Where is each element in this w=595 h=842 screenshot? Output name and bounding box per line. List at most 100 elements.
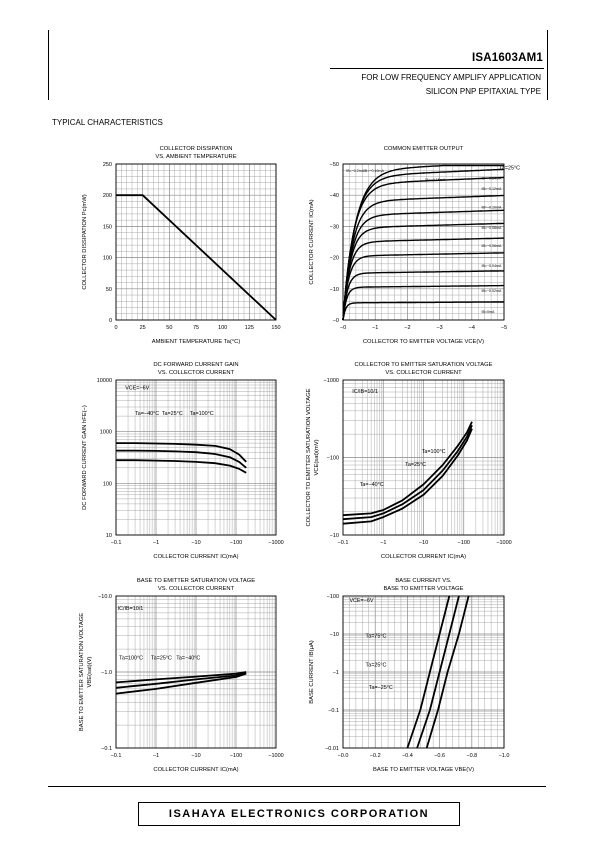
annotation-label: IB=−0.04mA <box>481 264 502 268</box>
x-tick-label: 100 <box>218 325 227 331</box>
annotation-label: Ta=25°C <box>499 166 520 172</box>
chart-c6: −0.0 −0.2 −0.4 −0.6 −0.8 −1.0 −0.01 −0.1 −1 −10 −1… <box>309 578 509 773</box>
x-tick-label: −1000 <box>268 753 283 759</box>
annotation-label: VCE=−6V <box>125 386 149 392</box>
x-tick-label: −0.2 <box>370 753 381 759</box>
annotation-label: Ta=75°C <box>366 634 387 640</box>
series-line <box>342 301 504 321</box>
y-tick-label: −1000 <box>324 378 339 384</box>
y-tick-label: −1 <box>333 670 339 676</box>
header-rule <box>330 68 544 69</box>
y-axis-label: VCE(sat)(mV) <box>314 439 320 475</box>
x-tick-label: −1 <box>372 325 378 331</box>
series-line <box>342 164 504 321</box>
y-axis-label: COLLECTOR DISSIPATION Pc(mW) <box>82 194 88 289</box>
y-axis-label: DC FORWARD CURRENT GAIN hFE(−) <box>82 405 88 510</box>
y-tick-label: 10 <box>106 533 112 539</box>
x-tick-label: −10 <box>419 540 428 546</box>
chart-title: VS. COLLECTOR CURRENT <box>158 586 235 592</box>
plot-frame <box>115 379 277 536</box>
company-logo: ISAHAYA ELECTRONICS CORPORATION <box>138 802 460 826</box>
series-line <box>342 424 473 521</box>
annotation-label: IB=−0.10mA <box>481 205 502 209</box>
grid-c5 <box>115 596 276 749</box>
series-line <box>406 595 451 749</box>
y-axis-label: COLLECTOR CURRENT IC(mA) <box>309 199 315 284</box>
series-line <box>342 428 473 525</box>
annotation-label: IB=−0.14mA <box>481 176 502 180</box>
grid-c2 <box>342 163 505 321</box>
chart-title: VS. COLLECTOR CURRENT <box>385 370 462 376</box>
x-tick-label: −0.6 <box>434 753 445 759</box>
annotation-label: Ta=−40°C <box>176 656 200 662</box>
y-tick-label: −10 <box>330 533 339 539</box>
y-tick-label: 0 <box>109 318 112 324</box>
chart-c4: −0.1 −1 −10 −100 −1000 −10 −100 −1000 COLLECTOR … <box>306 362 512 560</box>
x-axis-label: BASE TO EMITTER VOLTAGE VBE(V) <box>373 767 474 773</box>
x-tick-label: −1 <box>153 540 159 546</box>
series-line <box>116 459 247 474</box>
grid-c3 <box>115 380 276 536</box>
x-tick-label: −100 <box>230 753 242 759</box>
plot-frame <box>342 379 505 536</box>
y-tick-label: −0 <box>333 318 339 324</box>
annotation-label: Ta=100°C <box>422 449 446 455</box>
chart-title: COLLECTOR TO EMITTER SATURATION VOLTAGE <box>354 362 492 368</box>
series-line <box>115 671 247 684</box>
plot-frame <box>115 163 277 321</box>
y-tick-label: −0.01 <box>325 746 339 752</box>
series-line <box>116 449 247 469</box>
y-axis-label: COLLECTOR TO EMITTER SATURATION VOLTAGE <box>306 388 312 526</box>
chart-title: VS. AMBIENT TEMPERATURE <box>155 154 236 160</box>
series-line <box>115 672 247 689</box>
y-tick-label: 250 <box>103 162 112 168</box>
chart-c2: −0 −1 −2 −3 −4 −5 −0 −10 −20 −30 −40 −50 COMMON EMIT… <box>309 146 520 345</box>
x-tick-label: −100 <box>230 540 242 546</box>
y-axis-label: BASE TO EMITTER SATURATION VOLTAGE <box>79 613 85 731</box>
y-tick-label: −40 <box>330 193 339 199</box>
y-tick-label: 100 <box>103 481 112 487</box>
x-tick-label: −3 <box>436 325 442 331</box>
x-tick-label: −0 <box>340 325 346 331</box>
plot-frame <box>115 595 277 749</box>
chart-title: COMMON EMITTER OUTPUT <box>384 146 464 152</box>
x-tick-label: −0.8 <box>466 753 477 759</box>
y-tick-label: −50 <box>330 162 339 168</box>
series-line <box>342 194 505 321</box>
series-line <box>425 595 470 749</box>
y-tick-label: −100 <box>327 456 339 462</box>
x-tick-label: −10 <box>191 753 200 759</box>
x-tick-label: −10 <box>191 540 200 546</box>
annotation-label: Ta=25°C <box>405 462 426 468</box>
header-frame <box>48 30 548 100</box>
type-line: SILICON PNP EPITAXIAL TYPE <box>425 87 541 96</box>
y-tick-label: −30 <box>330 224 339 230</box>
annotation-label: IC/IB=10/1 <box>352 389 378 395</box>
x-tick-label: −1 <box>153 753 159 759</box>
grid-c4 <box>342 380 504 536</box>
x-tick-label: −1.0 <box>499 753 510 759</box>
series-line <box>342 284 504 321</box>
y-axis-label: BASE CURRENT IB(μA) <box>309 640 315 704</box>
chart-c3: −0.1 −1 −10 −100 −1000 10 100 1000 10000 DC FORWA… <box>82 362 284 560</box>
series-line <box>342 222 504 321</box>
annotation-label: IB=−0.06mA <box>481 244 502 248</box>
annotation-label: IC/IB=10/1 <box>118 606 144 612</box>
x-tick-label: −0.1 <box>111 540 122 546</box>
footer-rule <box>48 786 546 787</box>
annotation-label: IB=−0.02mA <box>481 289 502 293</box>
series-line <box>342 270 504 321</box>
series-line <box>116 194 277 321</box>
x-tick-label: −0.1 <box>338 540 349 546</box>
application-line: FOR LOW FREQUENCY AMPLIFY APPLICATION <box>361 73 541 82</box>
annotation-label: Ta=100°C <box>119 656 143 662</box>
x-tick-label: 50 <box>166 325 172 331</box>
annotation-label: Ta=−40°C <box>135 411 159 417</box>
series-line <box>342 237 504 321</box>
plot-frame <box>342 163 505 321</box>
x-tick-label: 75 <box>193 325 199 331</box>
x-axis-label: COLLECTOR CURRENT IC(mA) <box>153 767 238 773</box>
annotation-label: IB=0mA <box>481 310 494 314</box>
x-tick-label: −1000 <box>268 540 283 546</box>
